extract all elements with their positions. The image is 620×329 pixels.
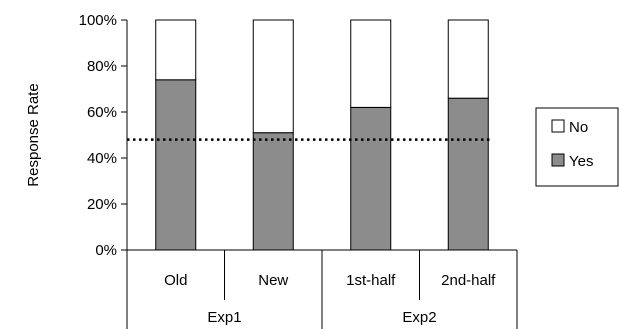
category-label: 2nd-half [441, 272, 496, 289]
y-tick-label: 80% [87, 58, 117, 75]
category-axis: Old New 1st-half 2nd-half Exp1 Exp2 [126, 250, 518, 329]
legend-label-yes: Yes [569, 153, 593, 170]
bar-yes-2nd-half [447, 97, 489, 251]
group-label: Exp1 [207, 309, 241, 326]
legend-swatch-no [551, 119, 565, 133]
y-tick-label: 60% [87, 104, 117, 121]
bar-yes-old [155, 79, 197, 251]
bar-yes-1st-half [350, 106, 392, 251]
legend: No Yes [535, 107, 619, 187]
bar-no-2nd-half [447, 19, 489, 99]
bars [127, 19, 517, 251]
category-label: Old [164, 272, 187, 289]
legend-swatch-yes [551, 153, 565, 167]
y-tick-label: 0% [95, 242, 117, 259]
category-label: 1st-half [346, 272, 396, 289]
bar-no-1st-half [350, 19, 392, 108]
category-label: New [258, 272, 288, 289]
legend-box [535, 107, 619, 187]
y-axis: 0% 20% 40% 60% 80% 100% [79, 12, 128, 259]
bar-yes-new [252, 132, 294, 251]
legend-label-no: No [569, 119, 588, 136]
y-tick-label: 40% [87, 150, 117, 167]
group-label: Exp2 [402, 309, 436, 326]
y-tick-label: 20% [87, 196, 117, 213]
bar-no-new [252, 19, 294, 134]
bar-no-old [155, 19, 197, 81]
y-tick-label: 100% [79, 12, 117, 29]
y-axis-label: Response Rate [25, 83, 42, 186]
